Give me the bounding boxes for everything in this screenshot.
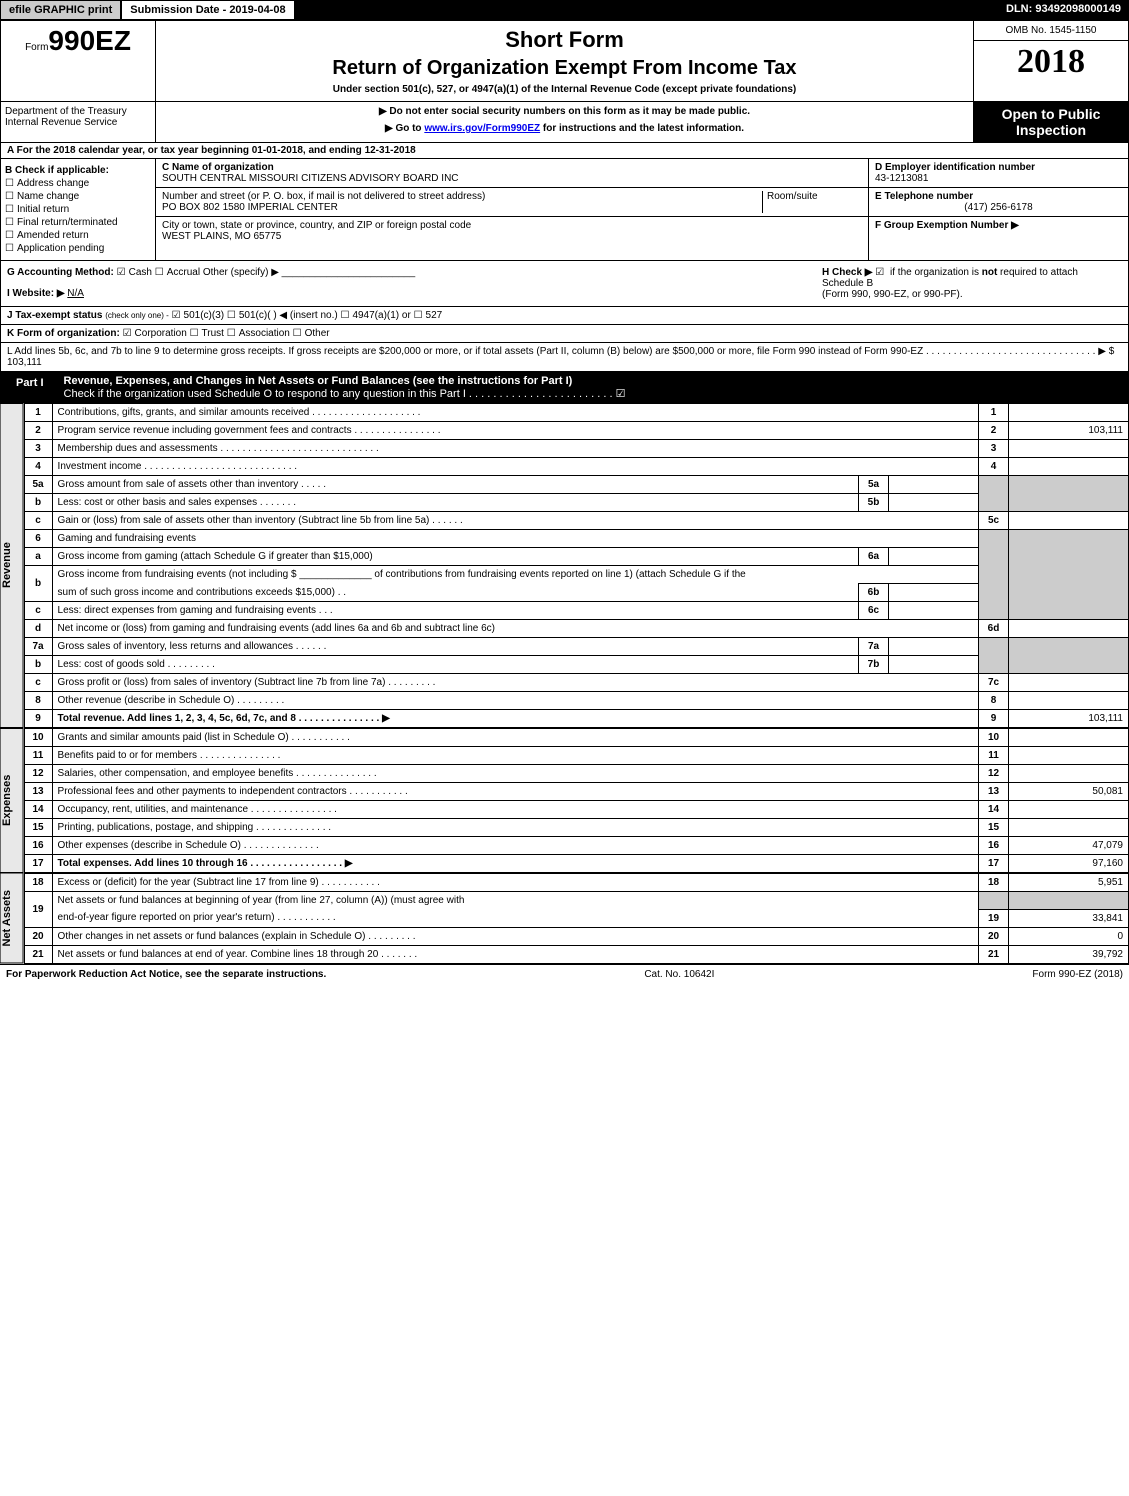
form-association[interactable]: Association	[227, 328, 290, 339]
section-k: K Form of organization: Corporation Trus…	[0, 325, 1129, 343]
dept-row: Department of the Treasury Internal Reve…	[0, 102, 1129, 143]
check-final-return[interactable]: Final return/terminated	[5, 217, 151, 228]
open-line-2: Inspection	[978, 122, 1124, 138]
accounting-cash[interactable]: Cash	[117, 267, 152, 278]
efile-button[interactable]: efile GRAPHIC print	[0, 0, 121, 20]
short-form-title: Short Form	[162, 27, 967, 53]
irs-link[interactable]: www.irs.gov/Form990EZ	[424, 123, 540, 134]
section-d: D Employer identification number 43-1213…	[868, 159, 1128, 260]
title-box: Short Form Return of Organization Exempt…	[156, 21, 973, 101]
info-grid: B Check if applicable: Address change Na…	[0, 159, 1129, 261]
instruction-2: ▶ Go to www.irs.gov/Form990EZ for instru…	[160, 123, 969, 134]
website-value: N/A	[67, 288, 84, 299]
ein-value: 43-1213081	[875, 173, 1122, 184]
footer-right: Form 990-EZ (2018)	[1032, 969, 1123, 980]
check-address-change[interactable]: Address change	[5, 178, 151, 189]
open-to-public: Open to Public Inspection	[973, 102, 1128, 142]
revenue-label: Revenue	[0, 403, 24, 728]
check-application-pending[interactable]: Application pending	[5, 243, 151, 254]
addr-label: Number and street (or P. O. box, if mail…	[162, 191, 762, 202]
section-i: I Website: ▶ N/A	[7, 288, 822, 299]
website-label: I Website: ▶	[7, 288, 65, 299]
form-prefix: Form	[25, 42, 48, 53]
submission-date: Submission Date - 2019-04-08	[121, 0, 294, 20]
org-address-row: Number and street (or P. O. box, if mail…	[156, 188, 868, 217]
gh-row: G Accounting Method: Cash Accrual Other …	[0, 261, 1129, 307]
phone-label: E Telephone number	[875, 191, 1122, 202]
netassets-section: Net Assets 18Excess or (deficit) for the…	[0, 873, 1129, 964]
org-name-label: C Name of organization	[162, 162, 862, 173]
footer-mid: Cat. No. 10642I	[644, 969, 714, 980]
footer-left: For Paperwork Reduction Act Notice, see …	[6, 969, 326, 980]
org-city-row: City or town, state or province, country…	[156, 217, 868, 245]
section-b: B Check if applicable: Address change Na…	[1, 159, 156, 260]
accounting-label: G Accounting Method:	[7, 267, 114, 278]
room-suite-label: Room/suite	[762, 191, 862, 213]
ein-row: D Employer identification number 43-1213…	[869, 159, 1128, 188]
status-527[interactable]: 527	[414, 310, 443, 321]
check-name-change[interactable]: Name change	[5, 191, 151, 202]
accounting-other[interactable]: Other (specify) ▶	[203, 267, 279, 278]
section-j: J Tax-exempt status (check only one) - 5…	[0, 307, 1129, 325]
group-label: F Group Exemption Number ▶	[875, 220, 1122, 231]
netassets-table: 18Excess or (deficit) for the year (Subt…	[24, 873, 1129, 964]
tax-year: 2018	[974, 41, 1128, 83]
omb-number: OMB No. 1545-1150	[974, 21, 1128, 41]
expenses-table: 10Grants and similar amounts paid (list …	[24, 728, 1129, 873]
form-number: 990EZ	[48, 25, 131, 56]
dept-box: Department of the Treasury Internal Reve…	[1, 102, 156, 142]
topbar: efile GRAPHIC print Submission Date - 20…	[0, 0, 1129, 20]
dept-irs: Internal Revenue Service	[5, 117, 151, 128]
section-l: L Add lines 5b, 6c, and 7b to line 9 to …	[0, 343, 1129, 372]
status-501c3[interactable]: 501(c)(3)	[172, 310, 225, 321]
part-1-title: Revenue, Expenses, and Changes in Net As…	[64, 375, 629, 400]
footer: For Paperwork Reduction Act Notice, see …	[0, 964, 1129, 984]
netassets-label: Net Assets	[0, 873, 24, 964]
revenue-table: 1Contributions, gifts, grants, and simil…	[24, 403, 1129, 728]
section-b-title: B Check if applicable:	[5, 165, 151, 176]
org-city: WEST PLAINS, MO 65775	[162, 231, 862, 242]
instructions-box: ▶ Do not enter social security numbers o…	[156, 102, 973, 142]
expenses-label: Expenses	[0, 728, 24, 873]
org-address: PO BOX 802 1580 IMPERIAL CENTER	[162, 202, 762, 213]
status-501c[interactable]: 501(c)( ) ◀ (insert no.)	[227, 310, 338, 321]
accounting-accrual[interactable]: Accrual	[155, 267, 200, 278]
instruction-1: ▶ Do not enter social security numbers o…	[160, 106, 969, 117]
revenue-section: Revenue 1Contributions, gifts, grants, a…	[0, 403, 1129, 728]
header-row: Form990EZ Short Form Return of Organizat…	[0, 20, 1129, 102]
topbar-left: efile GRAPHIC print Submission Date - 20…	[0, 0, 295, 20]
city-label: City or town, state or province, country…	[162, 220, 862, 231]
part-1-label: Part I	[6, 375, 54, 400]
group-exemption-row: F Group Exemption Number ▶	[869, 217, 1128, 234]
ein-label: D Employer identification number	[875, 162, 1122, 173]
return-title: Return of Organization Exempt From Incom…	[162, 57, 967, 80]
section-a: A For the 2018 calendar year, or tax yea…	[0, 143, 1129, 159]
section-h: H Check ▶ if the organization is not req…	[822, 267, 1122, 300]
right-box: OMB No. 1545-1150 2018	[973, 21, 1128, 101]
org-name: SOUTH CENTRAL MISSOURI CITIZENS ADVISORY…	[162, 173, 862, 184]
form-corporation[interactable]: Corporation	[123, 328, 187, 339]
status-4947[interactable]: 4947(a)(1) or	[340, 310, 410, 321]
dln: DLN: 93492098000149	[998, 0, 1129, 20]
dept-treasury: Department of the Treasury	[5, 106, 151, 117]
expenses-section: Expenses 10Grants and similar amounts pa…	[0, 728, 1129, 873]
form-box: Form990EZ	[1, 21, 156, 101]
phone-value: (417) 256-6178	[875, 202, 1122, 213]
check-schedule-o[interactable]	[616, 388, 629, 400]
open-line-1: Open to Public	[978, 106, 1124, 122]
form-other[interactable]: Other	[293, 328, 330, 339]
section-c: C Name of organization SOUTH CENTRAL MIS…	[156, 159, 868, 260]
check-initial-return[interactable]: Initial return	[5, 204, 151, 215]
check-schedule-b[interactable]	[875, 267, 887, 278]
form-trust[interactable]: Trust	[190, 328, 224, 339]
check-amended-return[interactable]: Amended return	[5, 230, 151, 241]
part-1-header: Part I Revenue, Expenses, and Changes in…	[0, 372, 1129, 403]
org-name-row: C Name of organization SOUTH CENTRAL MIS…	[156, 159, 868, 188]
section-g: G Accounting Method: Cash Accrual Other …	[7, 267, 822, 278]
subtitle: Under section 501(c), 527, or 4947(a)(1)…	[162, 84, 967, 95]
gh-left: G Accounting Method: Cash Accrual Other …	[7, 267, 822, 300]
phone-row: E Telephone number (417) 256-6178	[869, 188, 1128, 217]
